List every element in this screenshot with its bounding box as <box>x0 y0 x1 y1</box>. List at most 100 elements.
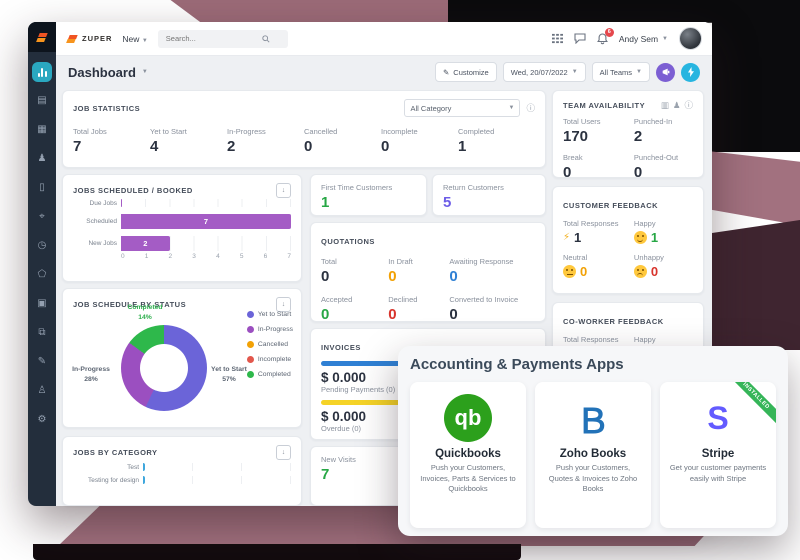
category-filter-select[interactable]: All Category ▼ <box>404 99 521 117</box>
panel-title: INVOICES <box>321 343 361 352</box>
download-icon[interactable]: ↓ <box>276 297 291 312</box>
chevron-down-icon: ▼ <box>508 105 515 111</box>
download-icon[interactable]: ↓ <box>276 183 291 198</box>
chevron-down-icon[interactable]: ▼ <box>141 69 148 75</box>
zuper-logo-mark[interactable] <box>28 22 56 52</box>
stat-cell: Yet to Start 4 <box>150 127 187 155</box>
bar-scheduled[interactable]: 7 <box>121 214 291 229</box>
donut-callout-in-progress: In-Progress 28% <box>72 366 110 383</box>
chevron-down-icon: ▼ <box>662 35 668 42</box>
sidebar-item-quotations[interactable]: ⬠ <box>37 269 47 280</box>
happy-face-icon <box>633 231 647 244</box>
page-title: Dashboard <box>68 64 136 80</box>
customize-button[interactable]: ✎ Customize <box>434 62 497 82</box>
bar-due-jobs[interactable] <box>121 199 123 207</box>
subheader: Dashboard ▼ ✎ Customize Wed, 20/07/2022 ▼ … <box>56 56 712 88</box>
sidebar-item-invoices[interactable]: ▯ <box>39 182 45 193</box>
app-card-zoho-books[interactable]: Ｂ Zoho Books Push your Customers, Quotes… <box>535 382 651 528</box>
overlay-title: Accounting & Payments Apps <box>410 356 624 373</box>
chevron-down-icon: ▼ <box>636 69 642 75</box>
sidebar: ▤ ▦ ♟ ▯ ⌖ ◷ ⬠ ▣ ⧉ ✎ ♙ ⚙ <box>28 22 56 506</box>
legend-item[interactable]: Completed <box>246 371 293 378</box>
accounting-payments-apps-overlay: Accounting & Payments Apps qb Quickbooks… <box>398 346 788 536</box>
sad-face-icon <box>633 265 647 278</box>
info-icon[interactable]: ⓘ <box>526 103 535 113</box>
subheader-controls: ✎ Customize Wed, 20/07/2022 ▼ All Teams ▼ <box>434 62 700 82</box>
first-time-customers-card: First Time Customers 1 <box>310 174 427 216</box>
info-icon[interactable]: ⓘ <box>684 100 693 110</box>
stat-cell: Happy 1 <box>633 219 659 245</box>
legend-item[interactable]: Yet to Start <box>246 311 293 318</box>
chevron-down-icon: ▼ <box>141 37 148 44</box>
user-menu[interactable]: Andy Sem ▼ <box>619 34 668 44</box>
search-input[interactable] <box>163 33 258 44</box>
job-statistics-grid: Total Jobs 7 Yet to Start 4 In-Progress 2 C… <box>73 127 535 155</box>
sidebar-item-forms[interactable]: ▣ <box>37 298 47 309</box>
legend-item[interactable]: Cancelled <box>246 341 293 348</box>
search-box[interactable] <box>157 29 288 48</box>
download-icon[interactable]: ↓ <box>276 445 291 460</box>
teams-selector[interactable]: All Teams ▼ <box>591 62 650 82</box>
team-availability-panel: TEAM AVAILABILITY ▥ ♟ ⓘ Total Users 170 P… <box>552 90 704 181</box>
panel-title: TEAM AVAILABILITY <box>563 100 646 110</box>
brand-name: ZUPER <box>82 34 113 43</box>
zuper-logo-icon <box>36 31 48 43</box>
app-card-stripe[interactable]: INSTALLED S Stripe Get your customer pay… <box>660 382 776 528</box>
panel-title: CUSTOMER FEEDBACK <box>563 201 659 210</box>
sidebar-item-customers[interactable]: ♟ <box>37 153 47 164</box>
stat-cell: Converted to Invoice 0 <box>449 295 519 323</box>
brand[interactable]: ZUPER <box>66 33 112 45</box>
chat-icon[interactable] <box>574 33 586 44</box>
avatar[interactable] <box>679 27 702 50</box>
stripe-logo: S <box>707 399 729 436</box>
quotations-panel: QUOTATIONS Total 0 In Draft 0 Awaiting Res… <box>310 222 546 323</box>
megaphone-icon <box>662 68 669 76</box>
sidebar-item-calendar[interactable]: ▦ <box>37 124 47 135</box>
sidebar-item-users[interactable]: ♙ <box>37 385 47 396</box>
bar-new-jobs[interactable]: 2 <box>121 236 170 251</box>
panel-title: QUOTATIONS <box>321 237 375 246</box>
stat-cell: Total Jobs 7 <box>73 127 107 155</box>
apps-grid-icon[interactable] <box>551 33 563 44</box>
legend-item[interactable]: In-Progress <box>246 326 293 333</box>
stat-cell: In-Progress 2 <box>227 127 266 155</box>
apps-row: qb Quickbooks Push your Customers, Invoi… <box>410 382 776 528</box>
bar-test[interactable] <box>143 463 146 471</box>
stat-cell: Total Users 170 <box>563 117 601 145</box>
sidebar-item-jobs[interactable]: ▤ <box>37 95 47 106</box>
user-name: Andy Sem <box>618 33 659 44</box>
quick-actions-button[interactable] <box>681 62 700 82</box>
sidebar-item-settings[interactable]: ⚙ <box>37 414 47 425</box>
sidebar-items: ▤ ▦ ♟ ▯ ⌖ ◷ ⬠ ▣ ⧉ ✎ ♙ ⚙ <box>28 62 56 430</box>
notifications-bell-icon[interactable]: 6 <box>596 27 614 45</box>
dashboard-icon <box>37 67 47 77</box>
background-shape-bottom-strip <box>33 544 521 560</box>
quickbooks-logo: qb <box>444 394 492 442</box>
sidebar-item-dashboard[interactable] <box>32 62 52 82</box>
notification-badge: 6 <box>604 27 614 37</box>
search-icon <box>262 34 270 43</box>
panel-title: CO-WORKER FEEDBACK <box>563 317 664 326</box>
sidebar-item-files[interactable]: ⧉ <box>38 327 46 338</box>
panel-title: JOBS BY CATEGORY <box>73 448 158 457</box>
sidebar-item-dispatch[interactable]: ⌖ <box>39 211 45 222</box>
stat-cell: Unhappy 0 <box>633 253 664 279</box>
return-customers-card: Return Customers 5 <box>432 174 546 216</box>
neutral-face-icon <box>563 265 576 278</box>
job-schedule-by-status-panel: JOB SCHEDULE BY STATUS ↓ Completed 14% In… <box>62 288 302 428</box>
user-icon[interactable]: ♟ <box>672 99 681 110</box>
new-menu[interactable]: New ▼ <box>122 33 148 44</box>
customer-feedback-grid: Total Responses ⚡ 1 Happy 1 Neutral 0 Unh… <box>563 219 693 279</box>
sidebar-item-assets[interactable]: ✎ <box>37 356 47 367</box>
date-selector[interactable]: Wed, 20/07/2022 ▼ <box>502 62 586 82</box>
panel-title: JOB SCHEDULE BY STATUS <box>73 300 187 309</box>
jobs-scheduled-panel: JOBS SCHEDULED / BOOKED ↓ Due Jobs Sched… <box>62 174 302 282</box>
legend-item[interactable]: Incomplete <box>246 356 293 363</box>
app-card-quickbooks[interactable]: qb Quickbooks Push your Customers, Invoi… <box>410 382 526 528</box>
roster-icon[interactable]: ▥ <box>660 99 669 110</box>
announcements-button[interactable] <box>656 62 675 82</box>
status-donut-chart[interactable] <box>121 325 207 411</box>
bar-testing-for-design[interactable] <box>143 476 146 484</box>
sidebar-item-timesheets[interactable]: ◷ <box>37 240 47 251</box>
